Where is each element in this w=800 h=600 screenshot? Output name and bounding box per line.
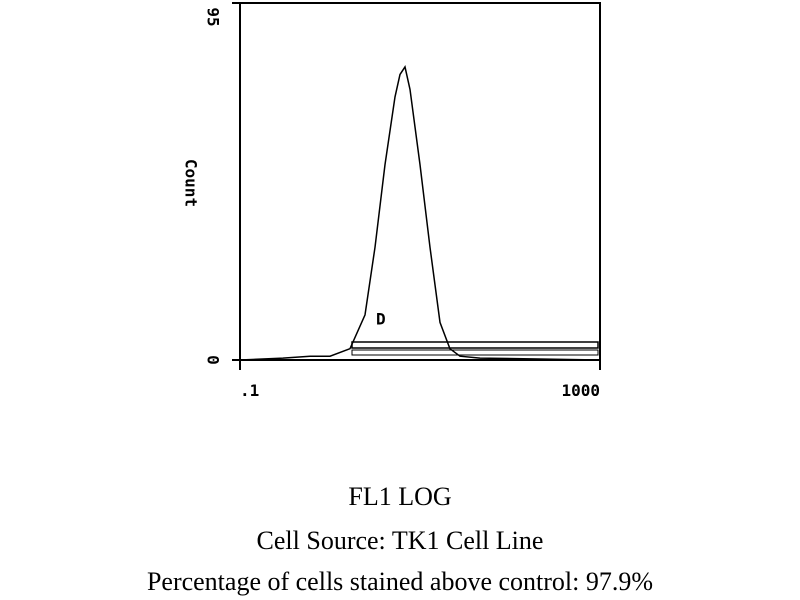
caption: FL1 LOG [348, 482, 451, 511]
caption: Cell Source: TK1 Cell Line [257, 526, 544, 555]
annotation: D [376, 310, 386, 329]
histogram-line [239, 65, 601, 361]
plot-frame [239, 2, 601, 361]
caption: Percentage of cells stained above contro… [147, 567, 653, 596]
x-tick-label: .1 [240, 381, 259, 400]
y-axis-label: Count [182, 159, 201, 207]
gate-marker [351, 341, 599, 349]
y-tick-label: 0 [204, 355, 223, 365]
x-tick-label: 1000 [561, 381, 600, 400]
y-tick-label: 95 [204, 7, 223, 26]
gate-marker [351, 349, 599, 356]
